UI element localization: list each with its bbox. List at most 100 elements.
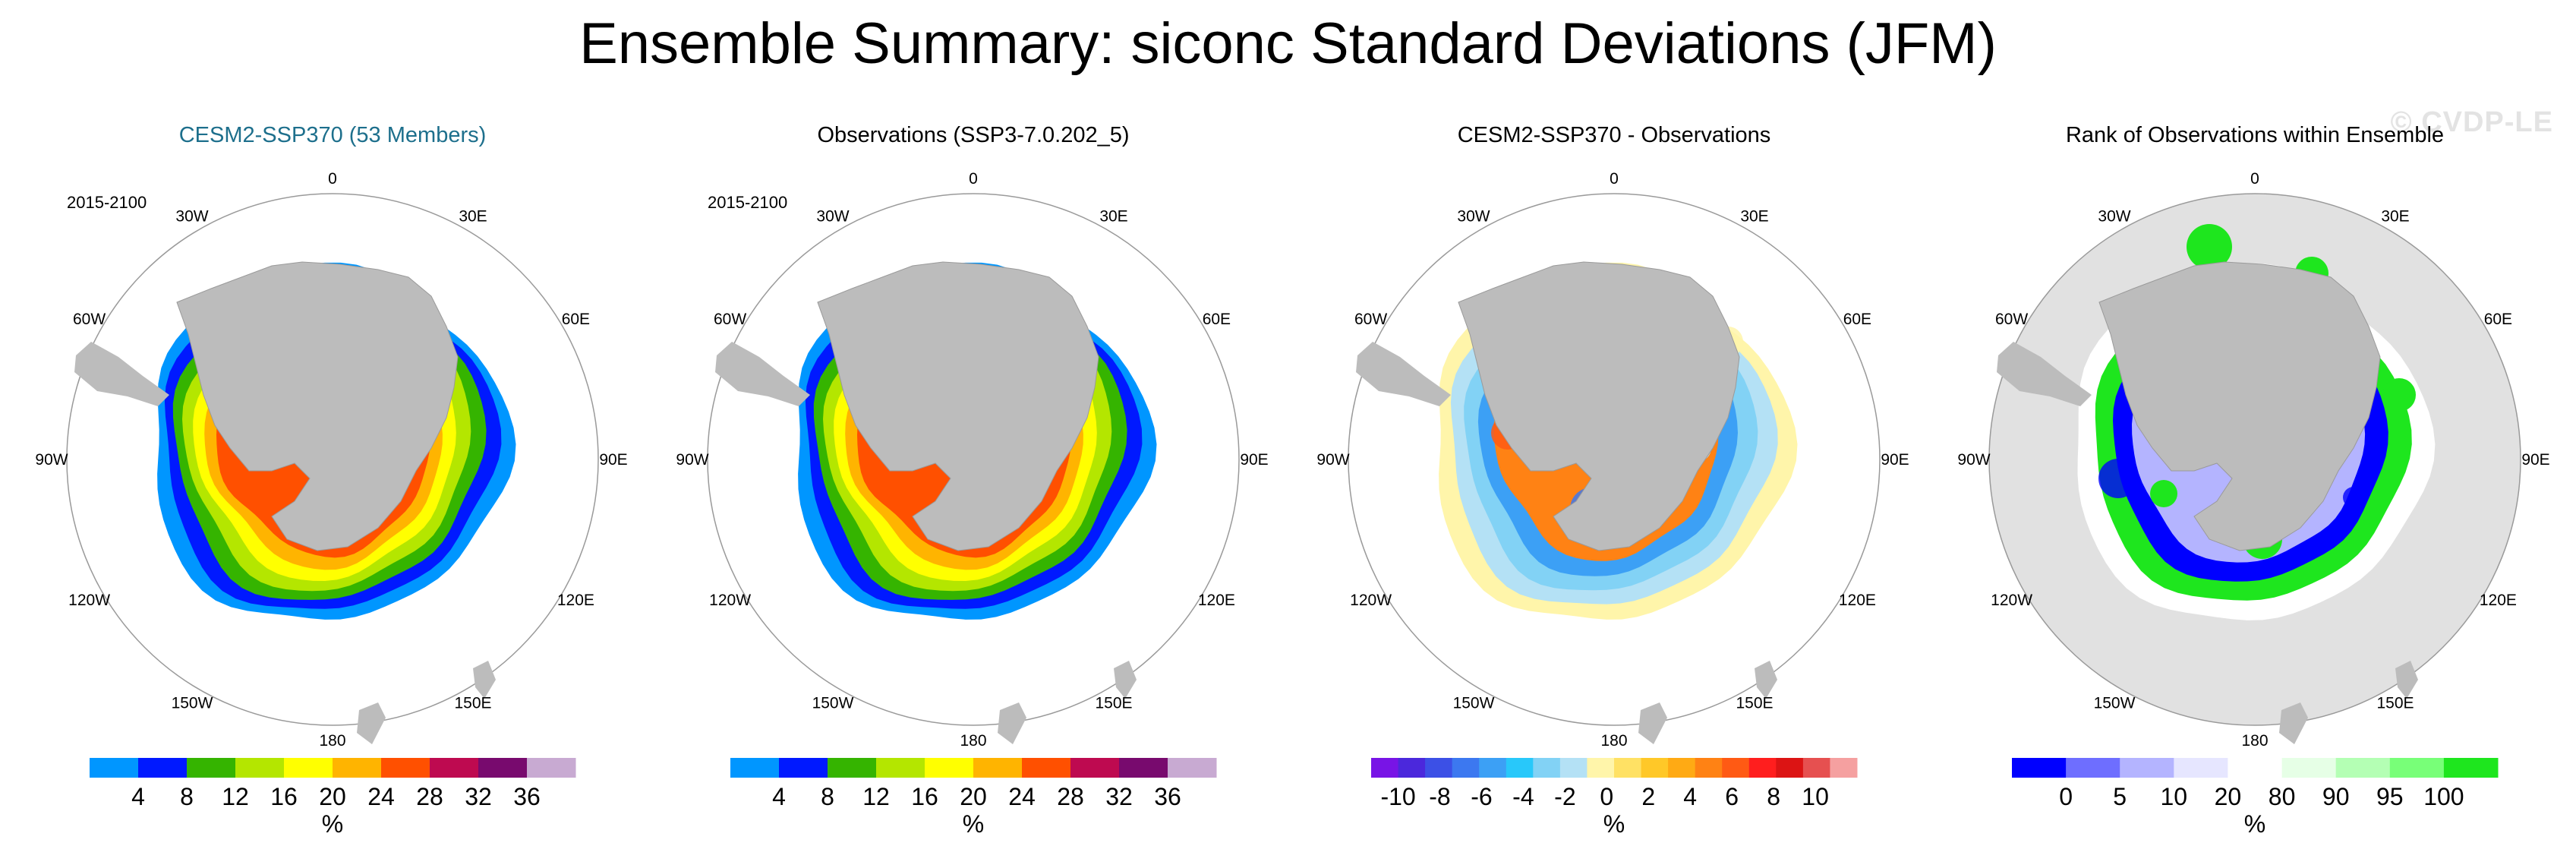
colorbar-segment [333,758,382,778]
longitude-label: 150E [1095,694,1132,712]
longitude-label: 180 [960,732,986,750]
colorbar-tick-label: 32 [465,783,492,810]
longitude-label: 60E [1203,311,1231,328]
longitude-label: 150W [2094,694,2136,712]
colorbar-tick-label: 16 [270,783,298,810]
longitude-label: 90W [676,451,708,469]
colorbar-tick-label: 10 [2161,783,2188,810]
longitude-label: 120W [709,592,751,609]
polar-map: 0 30E 60E 90E 120E 150E 180 150W 120W 90W 60W 30W 0 5… [1957,170,2549,838]
longitude-label: 90W [35,451,68,469]
longitude-label: 30E [459,208,487,226]
longitude-label: 60W [714,311,746,328]
longitude-label: 0 [1610,170,1619,188]
colorbar-segment [2389,758,2445,778]
colorbar-segment [235,758,285,778]
longitude-label: 30E [2381,208,2409,226]
colorbar-segment [284,758,333,778]
longitude-label: 0 [328,170,337,188]
colorbar-tick-label: 2 [1641,783,1655,810]
colorbar-tick-label: 12 [862,783,890,810]
colorbar-segment [2120,758,2174,778]
colorbar-tick-label: 20 [319,783,346,810]
longitude-label: 180 [1600,732,1627,750]
colorbar-tick-label: 8 [180,783,194,810]
longitude-label: 90W [1316,451,1349,469]
longitude-label: 60W [1995,311,2028,328]
colorbar-segment [1802,758,1830,778]
longitude-label: 120E [1839,592,1876,609]
longitude-label: 30W [175,208,208,226]
antarctica-land [176,261,459,551]
colorbar-segment [1425,758,1453,778]
rank-high-patch [2382,378,2416,412]
colorbar-segment [381,758,430,778]
colorbar-segment [730,758,780,778]
colorbar-tick-label: 4 [131,783,145,810]
colorbar-unit-label: % [963,810,984,838]
longitude-label: 30W [816,208,849,226]
colorbar-segment [1695,758,1723,778]
colorbar-segment [876,758,925,778]
panel-title: CESM2-SSP370 - Observations [1457,123,1771,147]
antarctica-land [817,261,1099,551]
rank-low-patch [2098,459,2138,498]
colorbar-segment [1830,758,1858,778]
colorbar-tick-label: -4 [1512,783,1534,810]
longitude-label: 150E [454,694,491,712]
south-america-land [1356,342,1451,406]
colorbar-segment [925,758,974,778]
colorbar-segment [2443,758,2499,778]
colorbar-tick-label: 24 [1008,783,1036,810]
south-america-land [1997,342,2092,406]
colorbar-tick-label: 28 [416,783,443,810]
colorbar-unit-label: % [1603,810,1625,838]
longitude-label: 150W [1453,694,1495,712]
longitude-label: 0 [2250,170,2259,188]
colorbar-tick-label: 32 [1105,783,1133,810]
colorbar-tick-label: 90 [2322,783,2350,810]
colorbar-tick-label: 20 [2215,783,2242,810]
colorbar-tick-label: 28 [1057,783,1084,810]
colorbar-segment [527,758,576,778]
longitude-label: 60W [1354,311,1387,328]
south-america-land [715,342,810,406]
longitude-label: 60E [2484,311,2512,328]
colorbar-segment [1398,758,1426,778]
colorbar-tick-label: 0 [1600,783,1613,810]
island-land [357,702,386,744]
island-land [2395,661,2418,699]
colorbar-tick-label: 4 [772,783,786,810]
panel-observations-stddev: Observations (SSP3-7.0.202_5) 2015-2100 … [662,114,1285,843]
colorbar-segment [478,758,528,778]
longitude-label: 60E [562,311,590,328]
longitude-label: 150E [2376,694,2414,712]
colorbar-tick-label: 20 [960,783,987,810]
longitude-label: 150W [812,694,854,712]
colorbar-tick-label: 100 [2423,783,2464,810]
colorbar-tick-label: 0 [2059,783,2073,810]
longitude-label: 90E [1240,451,1268,469]
colorbar-segment [828,758,877,778]
island-land [473,661,496,699]
longitude-label: 180 [2241,732,2268,750]
colorbar-segment [138,758,188,778]
figure-title: Ensemble Summary: siconc Standard Deviat… [579,11,1997,76]
colorbar-segment [1452,758,1480,778]
colorbar-segment [1776,758,1804,778]
colorbar-tick-label: 6 [1725,783,1739,810]
colorbar-segment [1559,758,1588,778]
colorbar-unit-label: % [322,810,343,838]
longitude-label: 120E [557,592,594,609]
period-label: 2015-2100 [67,193,147,212]
rank-high-patch [2187,224,2232,270]
polar-map: 0 30E 60E 90E 120E 150E 180 150W 120W 90W 60W 30W 4 8… [35,170,627,838]
period-label: 2015-2100 [708,193,788,212]
south-america-land [74,342,169,406]
island-land [1755,661,1777,699]
polar-map: 0 30E 60E 90E 120E 150E 180 150W 120W 90W 60W 30W -1… [1316,170,1909,838]
colorbar-segment [1022,758,1071,778]
colorbar-tick-label: 8 [1767,783,1780,810]
longitude-label: 150E [1736,694,1773,712]
panel-title: Rank of Observations within Ensemble [2065,123,2445,147]
